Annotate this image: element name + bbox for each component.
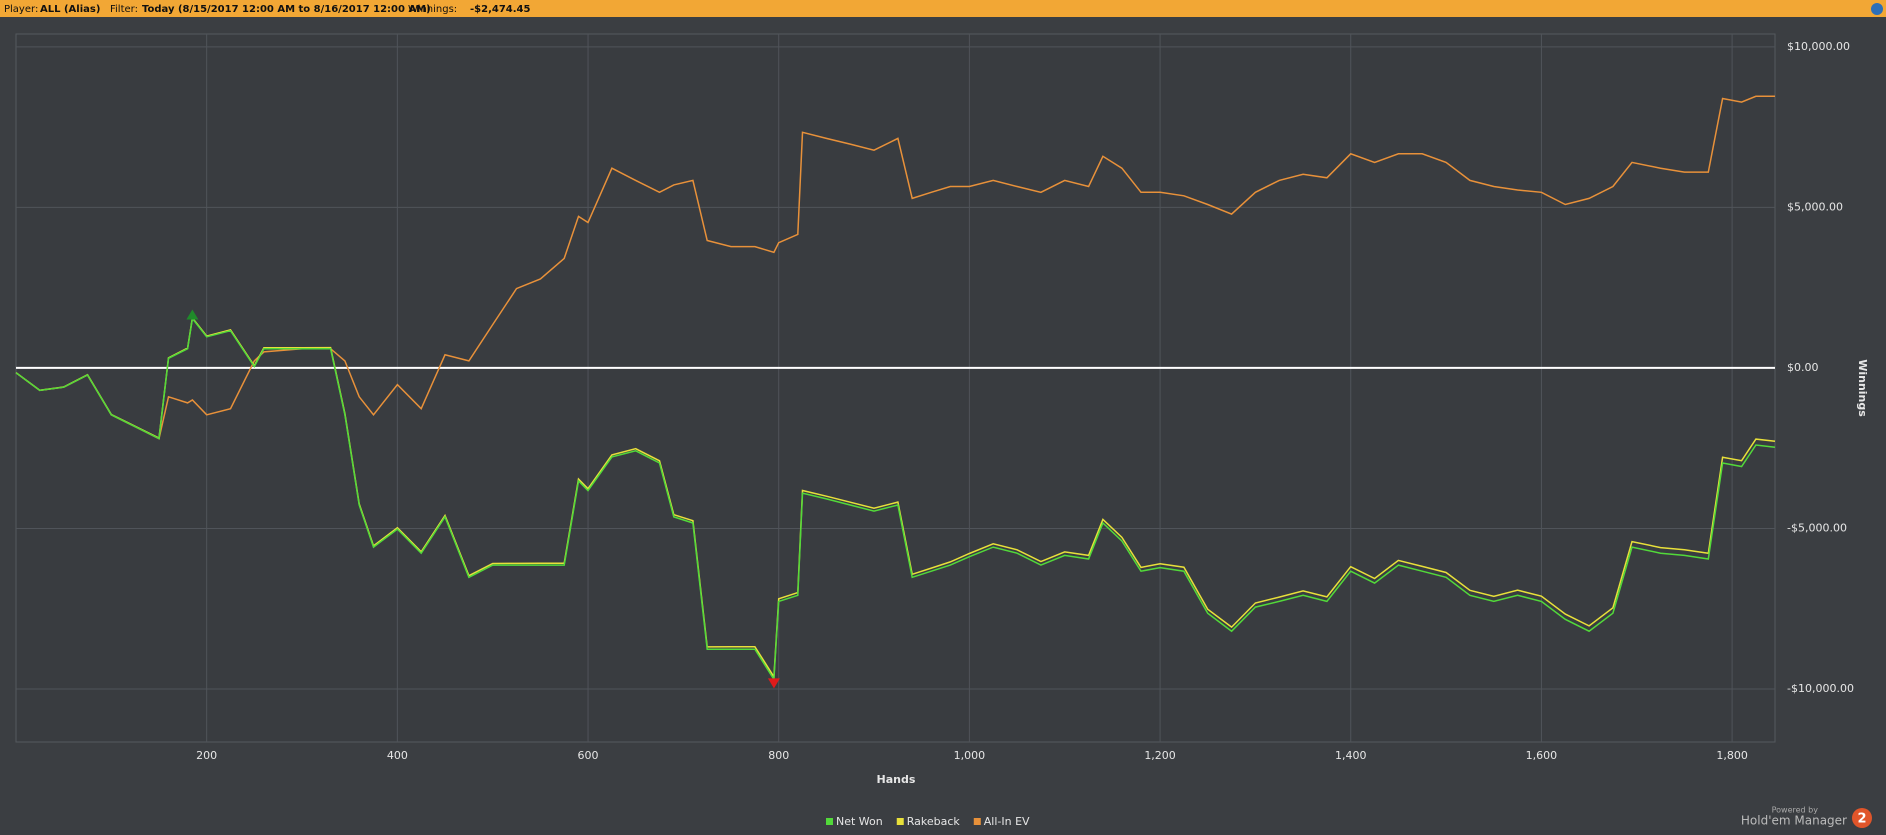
legend-swatch xyxy=(826,818,833,825)
x-tick-label: 800 xyxy=(768,749,789,762)
legend-swatch xyxy=(896,818,904,825)
player-label: Player: xyxy=(4,4,38,15)
legend-label: All-In EV xyxy=(984,815,1030,828)
y-tick-label: $10,000.00 xyxy=(1787,40,1850,53)
filter-label: Filter: xyxy=(110,4,138,15)
header-bar xyxy=(0,0,1886,17)
legend-swatch xyxy=(973,818,981,825)
filter: Today (8/15/2017 12:00 AM to 8/16/2017 1… xyxy=(142,4,431,15)
legend: Net Won Rakeback All-In EV xyxy=(826,815,1030,828)
product-name: Hold'em Manager xyxy=(1741,814,1847,828)
x-tick-label: 1,800 xyxy=(1716,749,1748,762)
legend-label: Rakeback xyxy=(907,815,961,828)
y-tick-label: $0.00 xyxy=(1787,361,1819,374)
x-axis-label: Hands xyxy=(877,773,916,786)
series-line xyxy=(15,316,1776,682)
x-tick-label: 1,600 xyxy=(1526,749,1558,762)
winnings-label: Winnings: xyxy=(408,4,457,15)
logo-version: 2 xyxy=(1857,812,1866,827)
plot-area xyxy=(15,33,1776,743)
low-marker xyxy=(767,678,780,689)
x-tick-label: 1,400 xyxy=(1335,749,1367,762)
logo xyxy=(1852,808,1872,828)
y-tick-label: -$5,000.00 xyxy=(1787,521,1847,534)
x-tick-label: 1,000 xyxy=(954,749,986,762)
player: ALL (Alias) xyxy=(40,4,100,15)
y-tick-label: -$10,000.00 xyxy=(1787,682,1854,695)
series-line xyxy=(15,316,1776,680)
y-tick-label: $5,000.00 xyxy=(1787,200,1843,213)
x-tick-label: 600 xyxy=(578,749,599,762)
help-icon[interactable] xyxy=(1871,3,1883,15)
x-tick-label: 400 xyxy=(387,749,408,762)
winnings: -$2,474.45 xyxy=(470,4,530,15)
header: Player: ALL (Alias) Filter: Today (8/15/… xyxy=(4,4,530,15)
powered-by: Powered by xyxy=(1772,806,1819,815)
legend-label: Net Won xyxy=(836,815,883,828)
y-axis-label: Winnings xyxy=(1856,359,1869,417)
x-tick-label: 1,200 xyxy=(1144,749,1176,762)
x-tick-label: 200 xyxy=(196,749,217,762)
high-marker xyxy=(186,309,199,320)
